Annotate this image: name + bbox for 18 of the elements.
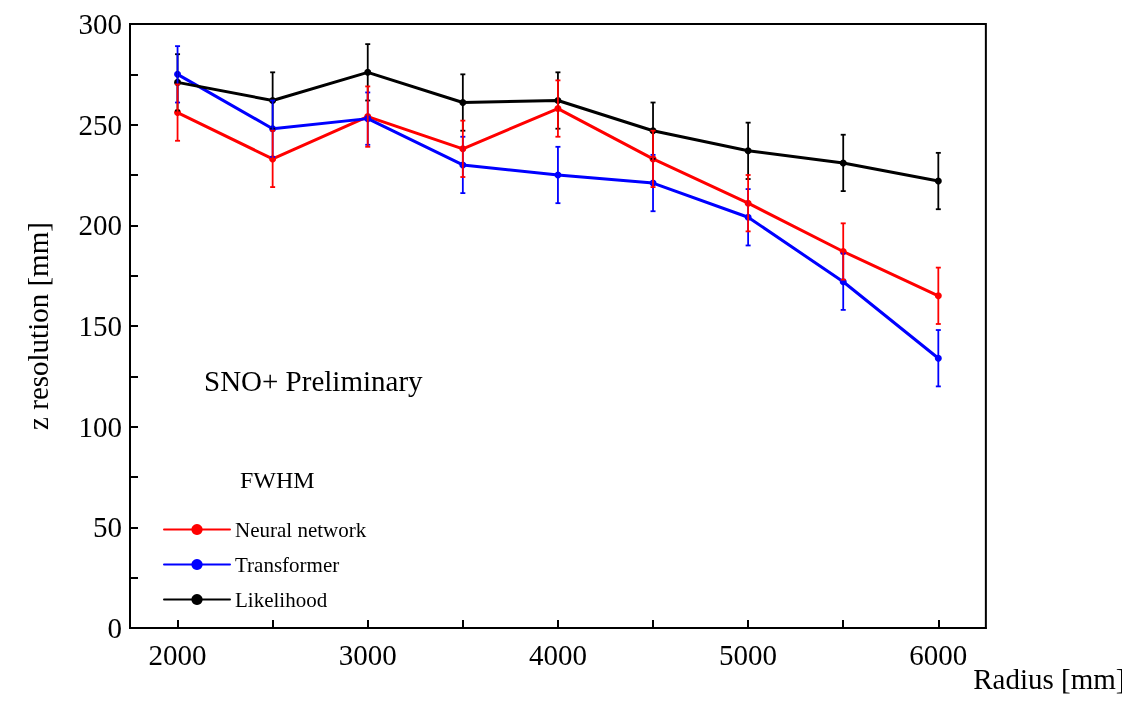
x-tick-label: 2000	[148, 638, 207, 671]
legend-title: FWHM	[240, 467, 315, 493]
y-tick-label: 150	[78, 310, 122, 342]
y-tick-label: 300	[78, 8, 122, 40]
y-tick-label: 0	[107, 612, 122, 644]
y-axis-title: z resolution [mm]	[21, 222, 54, 430]
y-tick-label: 250	[78, 108, 122, 141]
annotation: SNO+ Preliminary	[204, 364, 424, 397]
x-tick-label: 5000	[719, 638, 778, 671]
x-tick-label: 3000	[338, 638, 397, 671]
y-tick-label: 100	[78, 410, 122, 443]
y-tick-label: 50	[93, 511, 122, 544]
legend-label: Neural network	[235, 517, 367, 542]
legend-label: Transformer	[235, 552, 340, 577]
y-tick-label: 200	[78, 209, 122, 242]
x-tick-label: 4000	[528, 638, 587, 671]
legend-label: Likelihood	[235, 587, 328, 612]
x-tick-label: 6000	[909, 638, 968, 671]
